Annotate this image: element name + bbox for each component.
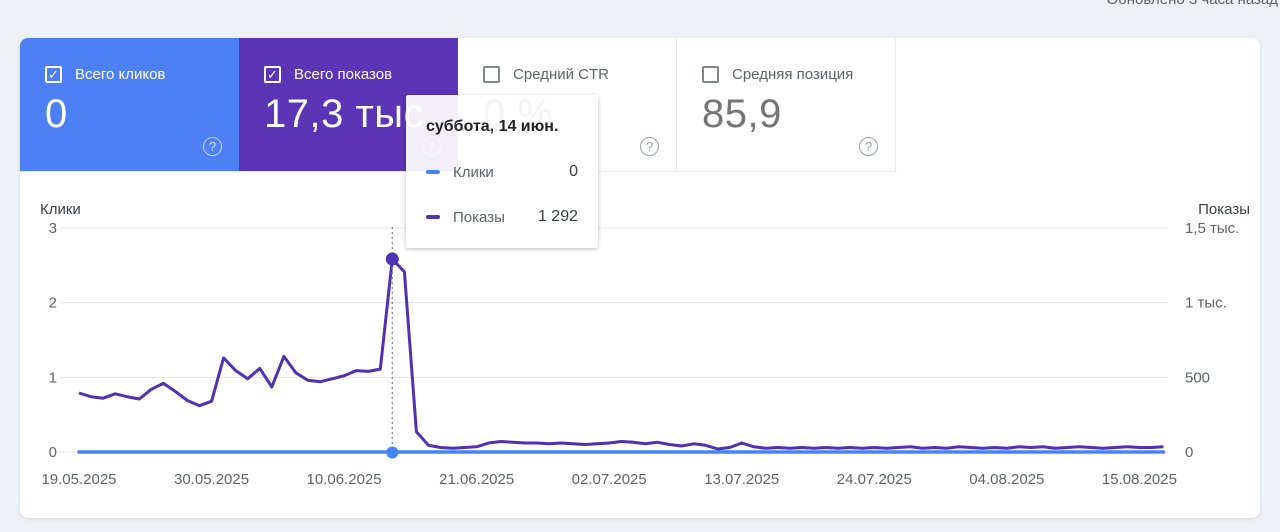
tooltip-row-impressions: Показы 1 292 [426,208,578,226]
metric-card-label: Средняя позиция [732,66,854,83]
metric-card-total-clicks[interactable]: ✓ Всего кликов 0 ? [20,38,239,171]
card-head: Средний CTR [483,66,660,83]
help-icon[interactable]: ? [640,137,659,156]
checkmark-icon: ✓ [48,67,59,82]
tooltip-value: 1 292 [537,208,578,225]
impressions-swatch-icon [426,215,440,219]
performance-panel: ✓ Всего кликов 0 ? ✓ Всего показов 17,3 … [20,38,1260,518]
checkmark-icon: ✓ [267,67,278,82]
card-head: Средняя позиция [702,66,879,83]
metric-card-label: Всего показов [294,66,393,83]
checkbox-checked-icon[interactable]: ✓ [45,66,62,83]
chart-tooltip: суббота, 14 июн. Клики 0 Показы 1 292 [406,95,598,248]
clicks-swatch-icon [426,170,440,174]
card-head: ✓ Всего показов [264,66,442,83]
checkbox-checked-icon[interactable]: ✓ [264,66,281,83]
tooltip-row-clicks: Клики 0 [426,163,578,181]
tooltip-label: Показы [453,208,505,226]
card-head: ✓ Всего кликов [45,66,223,83]
tooltip-label: Клики [453,163,494,181]
metric-card-average-position[interactable]: Средняя позиция 85,9 ? [677,38,896,171]
help-icon[interactable]: ? [859,137,878,156]
checkbox-unchecked-icon[interactable] [702,66,719,83]
metric-card-label: Всего кликов [75,66,166,83]
tooltip-date: суббота, 14 июн. [426,118,559,135]
metric-card-value: 85,9 [702,92,782,136]
help-icon[interactable]: ? [203,137,222,156]
metric-card-label: Средний CTR [513,66,609,83]
tooltip-value: 0 [569,163,578,180]
updated-note: Обновлено 3 часа назад [1106,0,1278,8]
metric-card-value: 0 [45,92,68,136]
checkbox-unchecked-icon[interactable] [483,66,500,83]
